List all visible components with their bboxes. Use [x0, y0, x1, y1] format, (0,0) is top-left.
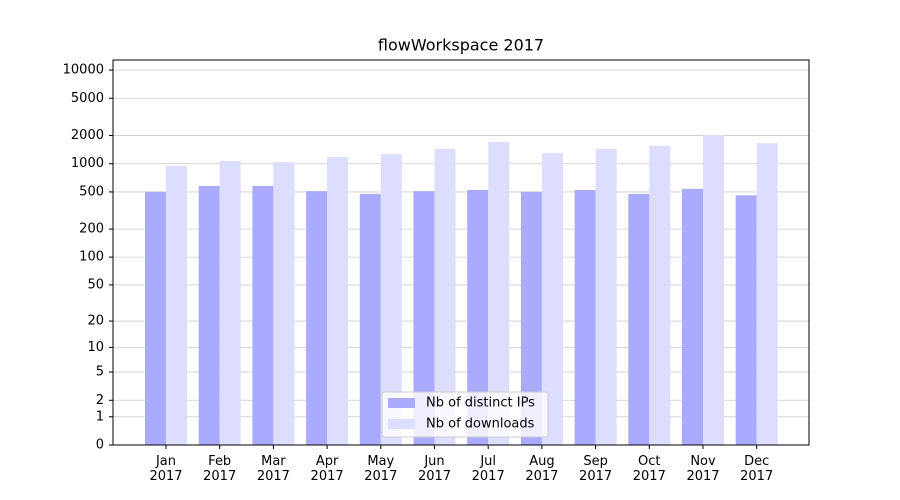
x-tick-label: Jul 2017 — [471, 454, 505, 484]
y-tick-label: 5000 — [71, 91, 104, 106]
bar — [219, 160, 241, 445]
x-tick-label: Oct 2017 — [632, 454, 666, 484]
x-tick-label: Mar 2017 — [256, 454, 290, 484]
bar — [359, 194, 381, 445]
y-tick-label: 2000 — [71, 128, 104, 143]
bar — [595, 148, 617, 445]
y-tick-label: 1000 — [71, 156, 104, 171]
bar — [649, 145, 671, 445]
x-tick-label: Dec 2017 — [740, 454, 774, 484]
y-tick-label: 1 — [96, 409, 104, 424]
bar — [327, 157, 349, 446]
y-tick-label: 500 — [79, 184, 104, 199]
x-tick-label: Sep 2017 — [579, 454, 613, 484]
bar — [306, 191, 328, 445]
bar — [703, 134, 724, 445]
bar — [434, 148, 456, 445]
bar — [735, 195, 757, 445]
y-tick-label: 20 — [87, 314, 104, 329]
bar — [541, 153, 563, 446]
bar — [166, 165, 187, 445]
x-tick-label: Apr 2017 — [310, 454, 344, 484]
bar — [682, 188, 703, 445]
x-tick-label: May 2017 — [364, 454, 398, 484]
x-tick-label: Jan 2017 — [149, 454, 183, 484]
y-tick-label: 0 — [96, 438, 104, 453]
y-tick-label: 5 — [96, 365, 104, 380]
axes-frame — [112, 59, 810, 446]
y-tick-label: 50 — [87, 277, 104, 292]
legend-label: Nb of distinct IPs — [426, 396, 535, 411]
bar — [467, 189, 489, 445]
bar — [628, 194, 650, 445]
bar — [413, 191, 435, 445]
bar — [380, 154, 402, 445]
x-tick-label: Nov 2017 — [686, 454, 720, 484]
legend-label: Nb of downloads — [426, 417, 535, 432]
y-tick-label: 10000 — [63, 63, 104, 78]
bar — [488, 141, 510, 445]
bar — [252, 185, 274, 446]
y-tick-label: 100 — [79, 250, 104, 265]
bar — [273, 162, 295, 445]
bar — [145, 191, 166, 445]
chart-title: flowWorkspace 2017 — [378, 36, 544, 55]
bar — [756, 143, 778, 445]
x-tick-label: Jun 2017 — [417, 454, 452, 484]
y-tick-label: 2 — [96, 393, 104, 408]
x-tick-label: Aug 2017 — [525, 454, 559, 484]
bar — [574, 189, 596, 445]
legend-swatch — [388, 419, 415, 429]
y-tick-label: 200 — [79, 222, 104, 237]
bar — [198, 185, 220, 446]
bar — [520, 191, 542, 445]
legend-box — [381, 391, 549, 438]
x-tick-label: Feb 2017 — [203, 454, 237, 484]
legend-swatch — [388, 398, 415, 408]
y-tick-label: 10 — [87, 340, 104, 355]
